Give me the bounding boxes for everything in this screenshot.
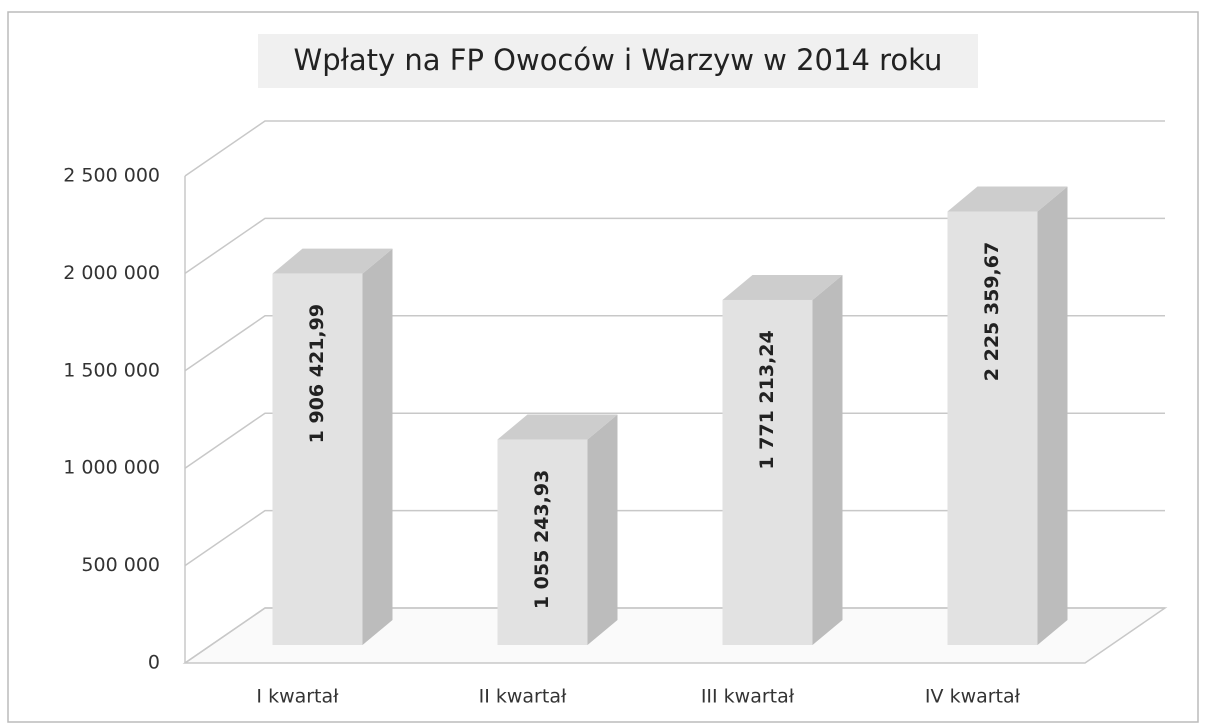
x-tick-label: I kwartał bbox=[256, 686, 339, 708]
bar bbox=[497, 439, 588, 645]
x-tick-label: IV kwartał bbox=[925, 686, 1021, 708]
y-tick-label: 1 000 000 bbox=[63, 457, 160, 479]
data-label: 1 055 243,93 bbox=[531, 470, 553, 609]
data-label: 1 906 421,99 bbox=[306, 304, 328, 443]
y-tick-label: 2 500 000 bbox=[63, 165, 160, 187]
x-tick-label: III kwartał bbox=[701, 686, 795, 708]
grid-line bbox=[184, 509, 1165, 567]
bar-top bbox=[947, 186, 1068, 212]
y-tick-label: 2 000 000 bbox=[63, 262, 160, 284]
bar bbox=[722, 299, 813, 645]
bar-side bbox=[362, 248, 393, 645]
chart-title: Wpłaty na FP Owoców i Warzyw w 2014 roku bbox=[294, 43, 943, 77]
bar-top bbox=[272, 248, 393, 274]
bar-side bbox=[587, 414, 618, 645]
grid-line bbox=[184, 217, 1165, 275]
bar bbox=[947, 211, 1038, 645]
y-tick-label: 0 bbox=[148, 652, 160, 674]
data-label: 2 225 359,67 bbox=[981, 242, 1003, 381]
y-tick-label: 500 000 bbox=[81, 554, 160, 576]
x-tick-label: II kwartał bbox=[479, 686, 567, 708]
grid-line bbox=[184, 315, 1165, 372]
y-tick-label: 1 500 000 bbox=[63, 359, 160, 381]
bar-top bbox=[497, 414, 618, 440]
bar-side bbox=[812, 274, 843, 645]
grid-line bbox=[184, 607, 1165, 664]
grid-line bbox=[184, 120, 1165, 177]
grid-line bbox=[184, 412, 1165, 469]
bar bbox=[272, 273, 363, 645]
data-label: 1 771 213,24 bbox=[756, 330, 778, 469]
bar-top bbox=[722, 274, 843, 300]
bar-side bbox=[1037, 186, 1068, 645]
title-background bbox=[258, 34, 978, 88]
